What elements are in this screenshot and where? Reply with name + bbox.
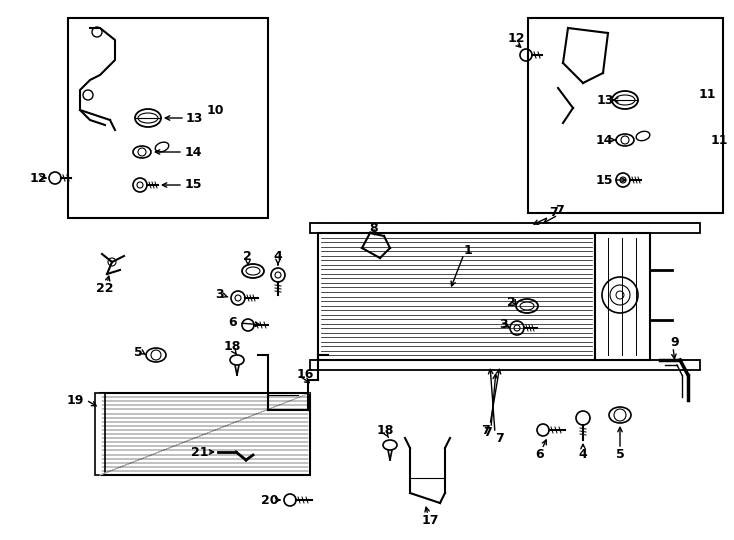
Text: 3: 3: [214, 288, 223, 301]
Text: 2: 2: [243, 251, 251, 264]
Text: 7: 7: [548, 206, 557, 219]
Text: 2: 2: [506, 295, 515, 308]
Text: 12: 12: [29, 172, 47, 185]
Text: 7: 7: [556, 204, 564, 217]
Text: 21: 21: [192, 446, 208, 458]
Polygon shape: [310, 360, 700, 370]
Text: 12: 12: [507, 31, 525, 44]
Text: 11: 11: [711, 133, 727, 146]
Text: 4: 4: [274, 251, 283, 264]
Text: 22: 22: [96, 281, 114, 294]
Text: 16: 16: [297, 368, 313, 381]
Polygon shape: [100, 393, 310, 475]
Text: 14: 14: [184, 145, 202, 159]
Text: 7: 7: [484, 426, 493, 438]
Bar: [68, 18, 268, 218]
Text: 5: 5: [134, 347, 142, 360]
Text: 20: 20: [261, 494, 279, 507]
Text: 13: 13: [185, 111, 203, 125]
Text: 3: 3: [500, 318, 509, 330]
Text: 19: 19: [66, 394, 84, 407]
Bar: [318, 233, 595, 360]
Text: 13: 13: [596, 93, 614, 106]
Text: 6: 6: [536, 449, 545, 462]
Polygon shape: [310, 223, 700, 233]
Text: 4: 4: [578, 449, 587, 462]
Text: 1: 1: [464, 244, 473, 256]
Bar: [95, 393, 105, 475]
Text: 6: 6: [229, 315, 237, 328]
Text: 17: 17: [421, 514, 439, 526]
Text: 18: 18: [377, 423, 393, 436]
Text: 7: 7: [495, 431, 504, 444]
Text: 18: 18: [223, 341, 241, 354]
Text: 11: 11: [698, 89, 716, 102]
Text: 9: 9: [671, 335, 679, 348]
Text: 10: 10: [206, 104, 224, 117]
Text: 15: 15: [595, 173, 613, 186]
Text: 7: 7: [481, 423, 490, 436]
Text: 15: 15: [184, 179, 202, 192]
Bar: [595, 233, 650, 360]
Text: 5: 5: [616, 449, 625, 462]
Text: 14: 14: [595, 133, 613, 146]
Bar: [528, 18, 723, 213]
Text: 8: 8: [370, 221, 378, 234]
